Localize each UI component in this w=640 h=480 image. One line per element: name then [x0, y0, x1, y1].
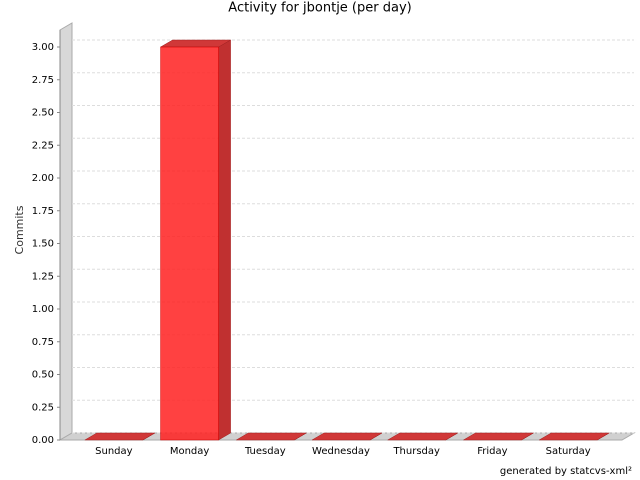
y-tick-label: 0.00 [32, 435, 54, 446]
bar-top [538, 432, 611, 441]
bar-top [83, 432, 156, 441]
y-tick-label: 1.00 [32, 304, 54, 315]
bar [538, 432, 611, 441]
bar [83, 432, 156, 441]
y-tick-label: 1.75 [32, 206, 54, 217]
bar-front [160, 46, 219, 441]
bar-top [159, 39, 232, 48]
y-tick-label: 0.25 [32, 402, 54, 413]
y-axis-label: Commits [13, 205, 26, 254]
x-tick-label: Saturday [546, 446, 591, 457]
left-wall [59, 22, 73, 441]
y-tick-label: 3.00 [32, 42, 54, 53]
y-tick-label: 0.75 [32, 337, 54, 348]
y-tick-label: 2.50 [32, 108, 54, 119]
x-tick-label: Sunday [95, 446, 132, 457]
bar-top [235, 432, 308, 441]
bar-top [311, 432, 383, 441]
chart-title: Activity for jbontje (per day) [228, 1, 411, 16]
y-tick-label: 0.50 [32, 370, 54, 381]
y-tick-label: 1.25 [32, 271, 54, 282]
bar-side [218, 39, 231, 441]
footer: generated by statcvs-xml² [500, 466, 632, 477]
bar [159, 39, 232, 441]
bar [386, 432, 459, 441]
x-tick-label: Tuesday [244, 446, 286, 457]
bar [235, 432, 308, 441]
bar-top [462, 432, 535, 441]
bar-top [386, 432, 459, 441]
x-tick-label: Monday [170, 446, 210, 457]
x-tick-label: Friday [477, 446, 507, 457]
bar [311, 432, 383, 441]
bar [462, 432, 535, 441]
x-tick-label: Thursday [392, 446, 440, 457]
y-tick-label: 2.75 [32, 75, 54, 86]
y-tick-label: 2.25 [32, 140, 54, 151]
x-tick-label: Wednesday [312, 446, 370, 457]
y-tick-label: 1.50 [32, 239, 54, 250]
y-tick-label: 2.00 [32, 173, 54, 184]
